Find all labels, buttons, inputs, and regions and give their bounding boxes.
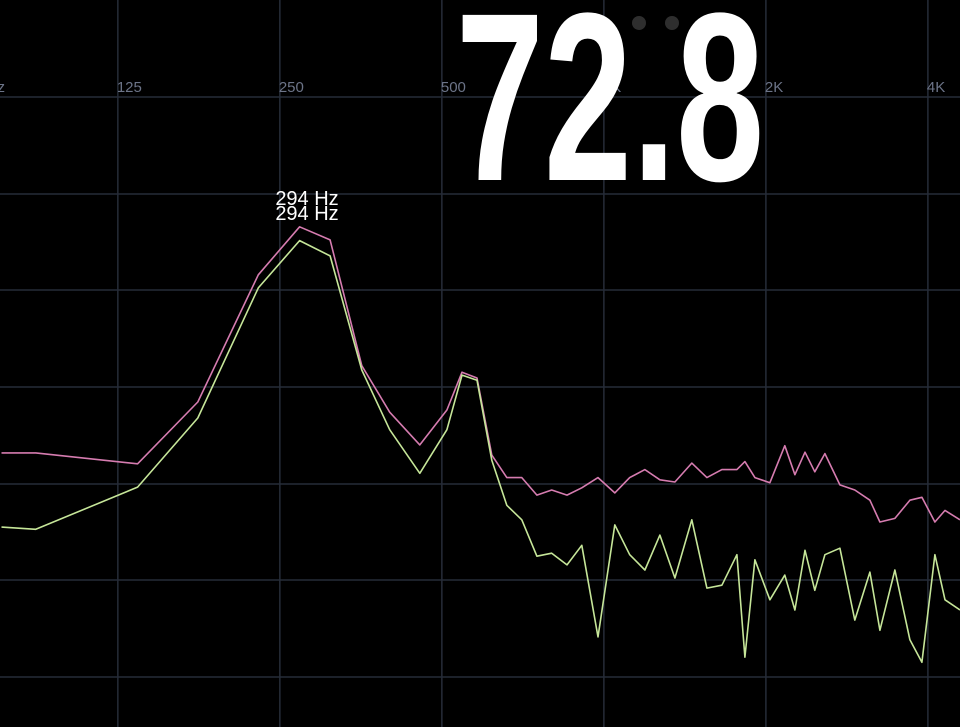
spectrum-line (1, 226, 960, 523)
page-dot (665, 16, 679, 30)
x-tick-label: 4K (927, 79, 945, 96)
x-tick-label: 2K (765, 79, 783, 96)
x-tick-label: 1K (603, 79, 621, 96)
peak-label: 294 Hz (275, 203, 338, 225)
page-dot (632, 16, 646, 30)
x-tick-label: Hz (0, 79, 5, 96)
x-tick-label: 250 (279, 79, 304, 96)
x-tick-label: 125 (117, 79, 142, 96)
level-reading: 72.8 (456, 0, 764, 232)
x-tick-label: 500 (441, 79, 466, 96)
spectrum-line (1, 239, 960, 664)
peak-label: 294 Hz (275, 188, 338, 210)
